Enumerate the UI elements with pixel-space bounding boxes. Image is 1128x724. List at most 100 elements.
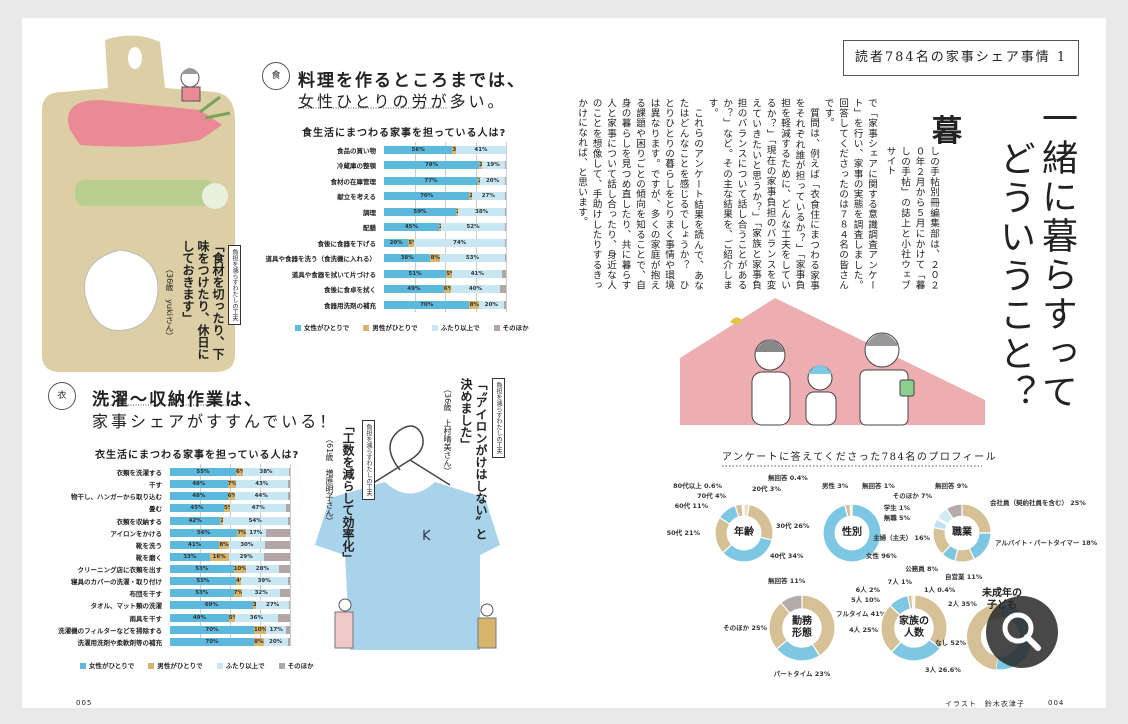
bar-segment-female: 56% <box>384 146 453 154</box>
bar-segment-female: 45% <box>170 504 224 513</box>
clothes-subheading: 家事シェアがすすんでいる！ <box>92 412 339 431</box>
bar-segment-male: 6% <box>227 492 237 501</box>
donut-label: 会社員（契約社員を含む） 25% <box>990 498 1086 507</box>
left-page-number: 005 <box>76 699 93 707</box>
clothes-quote1: 「〝アイロンがけはしない〟と決めました」 <box>459 378 488 540</box>
bar-row: 食後に食卓を拭く 49% 6% 40% <box>324 285 506 294</box>
bar-segment-female: 77% <box>384 176 478 185</box>
food-subheading: 女性ひとりの労が多い。 <box>298 92 507 111</box>
donut-title-age: 年齢 <box>734 527 754 538</box>
bar-row: 畳む 45% 5% 47% <box>149 504 290 513</box>
gridline <box>506 142 507 312</box>
illustration-credit: イラスト 鈴木衣津子 <box>945 700 1025 708</box>
donut-label: そのほか 7% <box>893 492 933 500</box>
bar-segment-multiple: 47% <box>230 504 287 513</box>
category-label: 食品の買い物 <box>337 147 376 155</box>
bar-segment-other <box>264 540 290 549</box>
bar-segment-other <box>287 577 290 586</box>
bar-segment-multiple: 44% <box>234 492 288 501</box>
bar-segment-other <box>504 238 506 247</box>
legend-item: ふたり以上で <box>431 322 480 332</box>
bar-segment-multiple: 28% <box>245 565 280 574</box>
donut-label: 5人 10% <box>851 595 880 604</box>
bar-row: 雨具を干す 49% 5% 36% <box>130 613 290 623</box>
bar-segment-multiple: 27% <box>471 192 505 201</box>
donut-label: 男性 3% <box>821 481 849 490</box>
bar-row: 靴を洗う 41% 8% 30% <box>136 540 290 550</box>
bar-row: 洗濯用洗剤や柔軟剤等の補充 70% 8% 20% <box>78 637 290 647</box>
bar-segment-female: 51% <box>384 269 447 278</box>
bar-segment-female: 70% <box>170 625 254 634</box>
donut-label: 無回答 11% <box>768 576 806 585</box>
donut-slice <box>722 536 773 563</box>
category-label: 食材の在庫管理 <box>330 177 377 186</box>
clothes-quote2-tag: 負担を減らすわたしの工夫 <box>362 420 375 500</box>
category-label: 献立を考える <box>337 193 376 202</box>
bar-segment-other <box>504 161 506 170</box>
bar-segment-female: 48% <box>170 492 228 501</box>
lead-text: しの手帖別冊編集部は、２０２０年２月から５月にかけて「暮しの手帖」の誌上と小社ウ… <box>884 146 940 290</box>
bar-segment-other <box>287 637 290 646</box>
paragraph-2: 質問は、例えば「衣食住にまつわる家事をそれぞれ誰が担っているか？」「家事負担を軽… <box>706 98 820 290</box>
bar-segment-multiple: 41% <box>455 146 506 154</box>
bar-segment-other <box>504 223 506 232</box>
clothes-quote2-author: （61歳 増原明子さん） <box>325 435 334 526</box>
bird-icon <box>730 317 742 325</box>
food-quote: 「食材を切ったり、下味をつけたり、休日にしておきます」 <box>181 240 225 360</box>
bar-segment-female: 42% <box>170 516 221 525</box>
bar-segment-multiple: 41% <box>452 269 503 278</box>
category-label: 冷蔵庫の整頓 <box>337 162 376 171</box>
bar-row: 洗濯機のフィルターなどを掃除する 70% 10% 17% <box>58 625 290 635</box>
bar-segment-other <box>288 468 290 476</box>
food-quote-author: （36歳 yukiさん） <box>165 265 174 340</box>
donut-label: 公務員 8% <box>905 564 938 573</box>
category-label: 布団を干す <box>129 590 163 599</box>
bar-segment-other <box>286 625 290 634</box>
donut-label: パートタイム 23% <box>774 669 831 678</box>
legend-item: 男性がひとりで <box>148 660 203 670</box>
clothes-chart: 衣類を洗濯する 55% 6% 38% 干す 48% 7% 43% 物干し、ハンガーから取り込む 4… <box>58 464 291 650</box>
bar-row: 靴を磨く 33% 16% 29% <box>136 552 290 562</box>
donut-title-occupation: 職業 <box>952 527 972 538</box>
food-chart-legend: 女性がひとりで 男性がひとりで ふたり以上で そのほか <box>295 322 529 332</box>
donut-label: 2人 35% <box>948 599 977 608</box>
donut-label: 無回答 0.4% <box>768 473 808 482</box>
bar-segment-other <box>287 480 290 489</box>
category-label: 洗濯用洗剤や柔軟剤等の補充 <box>77 638 163 647</box>
bar-segment-male: 5% <box>446 269 456 278</box>
clothes-chart-title: 衣生活にまつわる家事を担っている人は? <box>95 450 300 461</box>
donut-label: 学生 1% <box>884 503 911 512</box>
category-label: 畳む <box>149 505 162 514</box>
food-chart: 食品の買い物56%3%41%冷蔵庫の整頓78%2%19%食材の在庫管理77%2%… <box>266 142 507 316</box>
bar-segment-multiple: 52% <box>441 223 505 232</box>
donut-slice <box>966 604 1000 670</box>
k-mark <box>423 529 431 541</box>
bar-segment-multiple: 20% <box>480 176 505 185</box>
donut-title-gender: 性別 <box>842 527 862 538</box>
category-label: 食後に食卓を拭く <box>324 286 376 295</box>
bar-segment-multiple: 27% <box>256 601 289 610</box>
donut-slice <box>742 503 745 517</box>
zoom-button[interactable] <box>986 596 1058 668</box>
family-house-illustration <box>680 298 985 426</box>
bar-segment-female: 55% <box>170 577 236 586</box>
legend-item: 女性がひとりで <box>80 660 134 670</box>
bar-segment-female: 53% <box>170 565 234 574</box>
bar-segment-male: 5% <box>408 238 418 247</box>
tshirt-illustration <box>315 425 500 650</box>
bar-segment-other <box>287 516 290 525</box>
donut-label: 主婦（主夫） 16% <box>873 533 930 542</box>
category-label: 洗濯機のフィルターなどを掃除する <box>58 626 162 635</box>
bar-segment-male: 10% <box>233 565 247 574</box>
magnifier-icon <box>1002 612 1041 651</box>
bar-segment-other <box>502 269 506 278</box>
donut-slice <box>780 594 803 615</box>
category-label: 衣類を洗濯する <box>116 469 163 477</box>
bar-segment-male: 6% <box>443 285 454 294</box>
